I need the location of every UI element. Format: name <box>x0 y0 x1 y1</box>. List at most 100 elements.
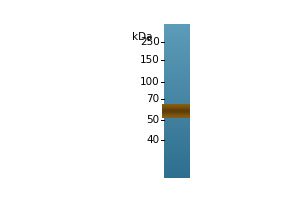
Bar <box>164 131 190 132</box>
Bar <box>164 127 190 128</box>
Bar <box>164 81 190 82</box>
Bar <box>164 64 190 65</box>
Bar <box>164 58 190 59</box>
Bar <box>164 111 190 112</box>
Bar <box>164 69 190 70</box>
Bar <box>164 91 190 92</box>
Bar <box>164 54 190 55</box>
Bar <box>164 142 190 143</box>
Bar <box>164 110 190 111</box>
Bar <box>164 146 190 147</box>
Bar <box>164 144 190 145</box>
Bar <box>164 129 190 130</box>
Bar <box>164 99 190 100</box>
Bar <box>164 26 190 27</box>
Bar <box>164 57 190 58</box>
Bar <box>164 86 190 87</box>
Bar <box>164 52 190 53</box>
Bar <box>164 67 190 68</box>
Bar <box>164 143 190 144</box>
Bar <box>164 36 190 37</box>
Bar <box>164 169 190 170</box>
Bar <box>164 60 190 61</box>
Text: 100: 100 <box>140 77 160 87</box>
Bar <box>164 37 190 38</box>
Bar <box>164 163 190 164</box>
Bar <box>164 121 190 122</box>
Bar <box>164 177 190 178</box>
Bar <box>164 173 190 174</box>
Bar <box>164 141 190 142</box>
Bar <box>164 82 190 83</box>
Text: 40: 40 <box>146 135 160 145</box>
Bar <box>164 24 190 25</box>
Bar <box>164 134 190 135</box>
Bar <box>164 30 190 31</box>
Bar <box>164 109 190 110</box>
Bar <box>164 83 190 84</box>
Bar <box>164 138 190 139</box>
Bar <box>164 115 190 116</box>
Bar <box>164 122 190 123</box>
Bar <box>164 48 190 49</box>
Bar <box>164 39 190 40</box>
Bar <box>164 89 190 90</box>
Bar <box>164 116 190 117</box>
Bar <box>164 98 190 99</box>
Bar <box>164 31 190 32</box>
Bar <box>164 38 190 39</box>
Bar <box>164 104 190 105</box>
Bar <box>164 49 190 50</box>
Bar <box>164 139 190 140</box>
Bar <box>164 78 190 79</box>
Bar <box>164 61 190 62</box>
Bar <box>164 29 190 30</box>
Bar <box>164 147 190 148</box>
Bar <box>164 65 190 66</box>
Bar <box>164 88 190 89</box>
Bar <box>164 84 190 85</box>
Text: kDa: kDa <box>132 32 152 42</box>
Bar <box>164 103 190 104</box>
Bar <box>164 113 190 114</box>
Bar <box>164 136 190 137</box>
Bar <box>164 32 190 33</box>
Bar <box>164 73 190 74</box>
Bar <box>164 95 190 96</box>
Bar <box>164 162 190 163</box>
Bar <box>164 171 190 172</box>
Bar <box>164 72 190 73</box>
Bar <box>164 154 190 155</box>
Bar <box>164 56 190 57</box>
Bar <box>164 25 190 26</box>
Bar <box>164 87 190 88</box>
Bar <box>164 96 190 97</box>
Bar <box>164 167 190 168</box>
Bar <box>164 108 190 109</box>
Bar <box>164 74 190 75</box>
Text: 50: 50 <box>146 115 160 125</box>
Bar <box>164 94 190 95</box>
Bar <box>164 161 190 162</box>
Bar <box>164 135 190 136</box>
Bar <box>164 90 190 91</box>
Bar <box>164 34 190 35</box>
Bar <box>164 68 190 69</box>
Bar <box>164 130 190 131</box>
Bar <box>164 70 190 71</box>
Bar <box>164 117 190 118</box>
Bar <box>164 45 190 46</box>
Bar <box>164 55 190 56</box>
Bar <box>164 59 190 60</box>
Bar <box>164 35 190 36</box>
Bar <box>164 149 190 150</box>
Bar <box>164 112 190 113</box>
Bar <box>164 102 190 103</box>
Bar <box>164 46 190 47</box>
Bar <box>164 33 190 34</box>
Bar <box>164 28 190 29</box>
Bar <box>164 160 190 161</box>
Bar <box>164 176 190 177</box>
Bar <box>164 85 190 86</box>
Bar <box>164 124 190 125</box>
